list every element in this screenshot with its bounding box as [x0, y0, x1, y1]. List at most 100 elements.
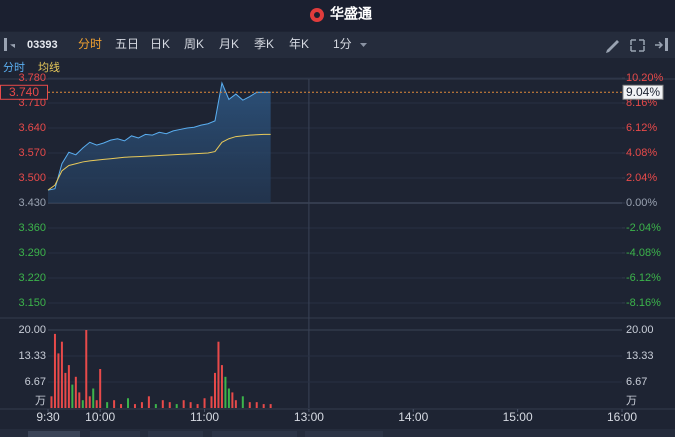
y2-tick-label: 8.16%	[626, 97, 657, 109]
volume-unit: 万	[35, 395, 46, 407]
volume-bar	[71, 384, 74, 408]
volume-bar	[127, 398, 130, 408]
legend-entry: 均线	[38, 60, 60, 74]
x-tick-label: 10:00	[85, 410, 115, 424]
volume-bar	[227, 388, 230, 408]
last-change-tag	[622, 84, 664, 100]
volume-bar	[203, 398, 206, 408]
volume-bar	[217, 341, 220, 408]
volume-bar	[78, 392, 81, 408]
tab[interactable]: 日K	[150, 37, 170, 51]
collapse-icon[interactable]	[4, 38, 7, 51]
y-tick-label: 3.500	[18, 172, 46, 184]
volume-bar	[161, 400, 164, 408]
volume-tick-label: 13.33	[18, 350, 46, 362]
stock-code: 03393	[27, 39, 58, 51]
volume-bar	[262, 404, 265, 408]
volume-bar	[140, 402, 143, 408]
volume-bar	[81, 400, 84, 408]
bottom-tab[interactable]	[212, 431, 297, 437]
interval-select[interactable]: 1分	[333, 37, 352, 51]
volume-bar	[196, 404, 199, 408]
volume-bar	[64, 372, 67, 408]
price-area	[48, 83, 271, 203]
x-tick-label: 11:00	[190, 410, 219, 424]
volume-bar	[67, 365, 70, 408]
expand-bar	[665, 38, 668, 51]
tab[interactable]: 年K	[289, 37, 309, 51]
y-tick-label: 3.780	[18, 72, 46, 84]
y-tick-label: 3.150	[18, 297, 46, 309]
volume-tick-label: 6.67	[25, 376, 46, 388]
volume-tick-label: 20.00	[18, 324, 46, 336]
last-change-label: 9.04%	[626, 85, 660, 99]
y2-tick-label: 10.20%	[626, 72, 664, 84]
volume-bar	[113, 400, 116, 408]
volume-bar	[133, 404, 136, 408]
tab[interactable]: 月K	[219, 37, 239, 51]
y2-tick-label: 0.00%	[626, 197, 657, 209]
volume-bar	[213, 372, 216, 408]
app-title: 华盛通	[330, 6, 372, 22]
fullscreen-icon[interactable]	[630, 39, 645, 52]
tab[interactable]: 周K	[184, 37, 204, 51]
title-bar	[0, 0, 675, 31]
volume-bar	[189, 402, 192, 408]
tab[interactable]: 季K	[254, 37, 274, 51]
volume-bar	[53, 333, 56, 408]
average-line	[47, 133, 271, 191]
x-tick-label: 13:00	[294, 410, 324, 424]
x-tick-label: 16:00	[607, 410, 637, 424]
logo-icon-inner	[314, 12, 320, 18]
tab[interactable]: 分时	[78, 37, 102, 51]
volume-bar	[50, 396, 53, 408]
volume-bar	[168, 402, 171, 408]
bottom-tab[interactable]	[305, 431, 383, 437]
draw-icon[interactable]	[606, 40, 619, 53]
tab[interactable]: 五日	[115, 37, 139, 51]
volume-tick-label: 6.67	[626, 376, 647, 388]
price-line	[47, 81, 271, 191]
volume-bar	[60, 341, 63, 408]
dropdown-arrow	[360, 43, 367, 47]
x-tick-label: 9:30	[36, 410, 60, 424]
volume-bar	[57, 353, 60, 408]
last-price-tag	[0, 84, 48, 100]
legend-entry: 分时	[3, 61, 25, 74]
y2-tick-label: -8.16%	[626, 297, 661, 309]
plot: 3.780 3.710 3.640 3.570 3.500 3.430 3.360 3.290…	[0, 72, 675, 424]
collapse-arrow	[10, 44, 15, 48]
bottom-tab[interactable]	[90, 431, 140, 437]
volume-bar	[74, 376, 77, 408]
expand-icon[interactable]	[655, 41, 664, 49]
y-tick-label: 3.640	[18, 122, 46, 134]
volume-bar	[175, 404, 178, 408]
volume-bar	[248, 402, 251, 408]
volume-bar	[95, 400, 98, 408]
bottom-tab[interactable]	[28, 431, 80, 437]
bottom-tabs	[0, 429, 675, 437]
volume-bar	[269, 404, 272, 408]
last-price-label: 3.740	[9, 85, 39, 99]
volume-tick-label: 13.33	[626, 350, 654, 362]
y2-tick-label: 2.04%	[626, 172, 657, 184]
volume-tick-label: 20.00	[626, 324, 654, 336]
y-tick-label: 3.430	[18, 197, 46, 209]
volume-bar	[88, 396, 91, 408]
volume-bar	[85, 330, 88, 408]
y-tick-label: 3.290	[18, 247, 46, 259]
volume-bar	[182, 400, 185, 408]
x-tick-label: 14:00	[398, 410, 428, 424]
bottom-tab[interactable]	[148, 431, 203, 437]
y2-tick-label: -2.04%	[626, 222, 661, 234]
y2-tick-label: 6.12%	[626, 122, 657, 134]
toolbar	[0, 32, 675, 58]
volume-bar	[231, 392, 234, 408]
volume-bar	[241, 396, 244, 408]
volume-bar	[234, 400, 237, 408]
volume-unit: 万	[626, 395, 637, 407]
y2-tick-label: -4.08%	[626, 247, 661, 259]
y-tick-label: 3.710	[18, 97, 46, 109]
